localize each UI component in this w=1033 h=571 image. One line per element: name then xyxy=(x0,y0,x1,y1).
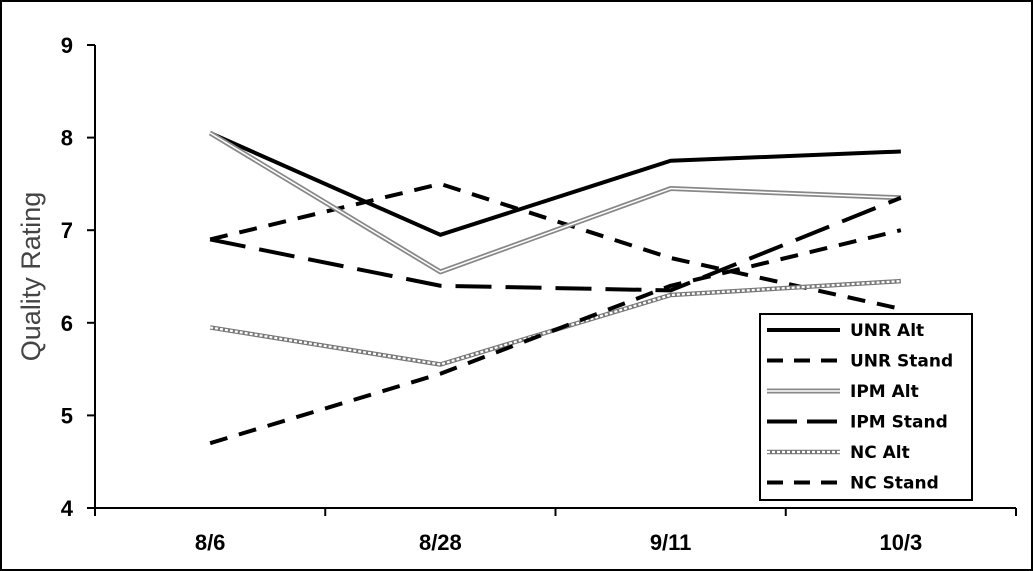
data-point xyxy=(439,233,442,236)
y-tick-label: 6 xyxy=(61,311,73,336)
series-line xyxy=(209,131,901,237)
legend: UNR Alt UNR Stand IPM Alt IPM Stand NC Alt NC… xyxy=(759,313,973,501)
data-point xyxy=(209,442,212,445)
series-line xyxy=(209,181,902,311)
data-point xyxy=(669,187,672,190)
x-tick-label: 8/28 xyxy=(419,530,462,555)
data-point xyxy=(669,284,672,287)
legend-label: UNR Stand xyxy=(850,352,953,372)
data-point xyxy=(899,196,902,199)
legend-label: IPM Stand xyxy=(850,413,948,433)
y-axis-title: Quality Rating xyxy=(16,192,46,362)
series-unr-alt xyxy=(209,131,902,237)
legend-label: NC Alt xyxy=(850,443,910,463)
data-point xyxy=(669,159,672,162)
x-tick-label: 10/3 xyxy=(879,530,922,555)
legend-entry: NC Alt xyxy=(767,443,910,463)
data-point xyxy=(899,307,902,310)
series-line xyxy=(209,228,902,446)
legend-label: NC Stand xyxy=(850,474,939,494)
data-point xyxy=(439,284,442,287)
legend-label: IPM Alt xyxy=(850,382,919,402)
data-point xyxy=(669,289,672,292)
y-tick-label: 8 xyxy=(61,126,73,151)
chart-series xyxy=(208,130,902,446)
data-point xyxy=(439,372,442,375)
data-point xyxy=(669,294,672,297)
x-tick-label: 9/11 xyxy=(650,530,692,555)
series-line xyxy=(209,280,901,366)
data-point xyxy=(899,280,902,283)
series-line xyxy=(209,132,901,273)
legend-entry: IPM Alt xyxy=(767,382,919,402)
data-point xyxy=(439,182,442,185)
series-ipm-alt xyxy=(208,130,901,275)
chart-axes: 4 5 6 7 8 9 8/6 8/28 9/11 10/3 Quality Rating xyxy=(16,33,1017,555)
legend-label: UNR Alt xyxy=(850,321,924,341)
series-line xyxy=(209,195,902,293)
legend-entry: IPM Stand xyxy=(767,413,948,433)
y-tick-label: 5 xyxy=(61,403,73,428)
data-point xyxy=(209,131,212,134)
y-tick-label: 9 xyxy=(61,33,73,58)
data-point xyxy=(209,326,212,329)
x-tick-label: 8/6 xyxy=(195,530,226,555)
y-tick-label: 4 xyxy=(61,496,74,521)
series-nc-stand xyxy=(209,228,902,446)
y-tick-label: 7 xyxy=(61,218,73,243)
data-point xyxy=(899,229,902,232)
legend-entry: NC Stand xyxy=(767,474,939,494)
legend-entry: UNR Alt xyxy=(767,321,924,341)
legend-entry: UNR Stand xyxy=(767,352,953,372)
data-point xyxy=(669,256,672,259)
series-ipm-stand xyxy=(209,195,902,293)
data-point xyxy=(439,363,442,366)
series-unr-stand xyxy=(209,181,902,311)
data-point xyxy=(439,270,442,273)
data-point xyxy=(209,238,212,241)
legend-box xyxy=(759,313,973,501)
data-point xyxy=(899,150,902,153)
